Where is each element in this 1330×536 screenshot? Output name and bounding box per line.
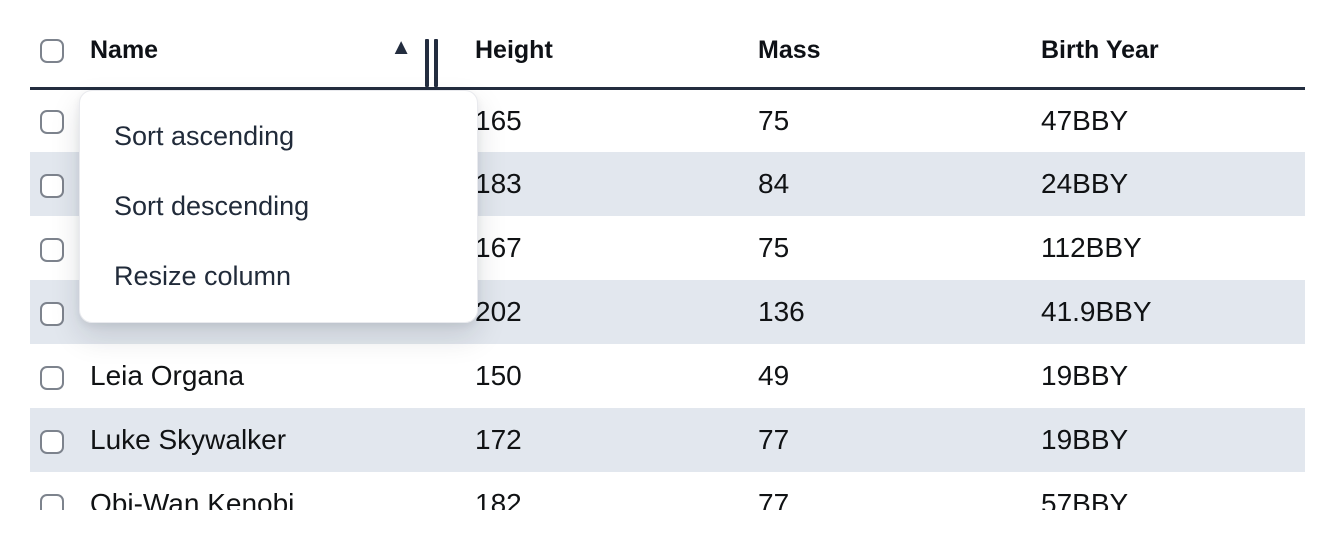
cell-height: 150 — [475, 360, 522, 391]
column-header-height[interactable]: Height — [445, 0, 728, 90]
column-label-name: Name — [90, 35, 159, 64]
cell-height: 167 — [475, 232, 522, 263]
column-label-height: Height — [475, 35, 553, 64]
column-header-name[interactable]: Name ▲ — [80, 0, 445, 90]
column-label-mass: Mass — [758, 35, 821, 64]
resize-bar-icon — [434, 38, 438, 87]
cell-name: Obi-Wan Kenobi — [90, 488, 295, 510]
cell-birth-year: 19BBY — [1041, 360, 1129, 391]
menu-item-resize-column[interactable]: Resize column — [114, 261, 292, 292]
cell-name: Leia Organa — [90, 360, 245, 391]
row-select-cell — [30, 216, 80, 280]
column-header-mass[interactable]: Mass — [728, 0, 1011, 90]
table-row: Leia Organa 150 49 19BBY — [30, 344, 1305, 408]
cell-mass: 77 — [758, 488, 790, 510]
column-label-birth-year: Birth Year — [1041, 35, 1159, 64]
table-row: 167 75 112BBY — [30, 216, 1305, 280]
cell-birth-year: 57BBY — [1041, 488, 1129, 510]
cell-birth-year: 24BBY — [1041, 168, 1129, 199]
row-select-cell — [30, 280, 80, 344]
row-checkbox[interactable] — [40, 365, 64, 390]
cell-mass: 75 — [758, 104, 790, 136]
cell-height: 165 — [475, 104, 522, 136]
cell-height: 183 — [475, 168, 522, 199]
table-row: 165 75 47BBY — [30, 88, 1305, 152]
sort-ascending-icon: ▲ — [390, 34, 412, 59]
row-checkbox[interactable] — [40, 429, 64, 454]
row-checkbox[interactable] — [40, 110, 64, 135]
column-context-menu: Sort ascending Sort descending Resize co… — [79, 90, 478, 323]
table-row: Luke Skywalker 172 77 19BBY — [30, 408, 1305, 472]
row-select-cell — [30, 472, 80, 510]
column-header-birth-year[interactable]: Birth Year — [1011, 0, 1305, 90]
cell-height: 182 — [475, 488, 522, 510]
row-checkbox[interactable] — [40, 301, 64, 326]
cell-mass: 84 — [758, 168, 790, 199]
cell-birth-year: 47BBY — [1041, 104, 1129, 136]
row-select-cell — [30, 88, 80, 152]
row-select-cell — [30, 408, 80, 472]
cell-mass: 136 — [758, 296, 805, 327]
column-resize-handle[interactable] — [425, 38, 438, 87]
row-checkbox[interactable] — [40, 493, 64, 510]
select-all-checkbox[interactable] — [40, 39, 64, 64]
table-row: Obi-Wan Kenobi 182 77 57BBY — [30, 472, 1305, 510]
row-select-cell — [30, 152, 80, 216]
cell-height: 172 — [475, 424, 522, 455]
cell-mass: 77 — [758, 424, 790, 455]
header-select-cell — [30, 0, 80, 90]
cell-birth-year: 41.9BBY — [1041, 296, 1152, 327]
menu-item-sort-descending[interactable]: Sort descending — [114, 190, 310, 221]
row-checkbox[interactable] — [40, 237, 64, 262]
table-header: Name ▲ Height Mass Birth Year — [30, 0, 1305, 90]
cell-height: 202 — [475, 296, 522, 327]
header-row: Name ▲ Height Mass Birth Year — [30, 0, 1305, 90]
resize-bar-icon — [425, 38, 429, 87]
menu-item-sort-ascending[interactable]: Sort ascending — [114, 120, 295, 151]
row-checkbox[interactable] — [40, 173, 64, 198]
cell-mass: 49 — [758, 360, 790, 391]
cell-birth-year: 112BBY — [1041, 232, 1142, 263]
cell-name: Luke Skywalker — [90, 424, 287, 455]
row-select-cell — [30, 344, 80, 408]
cell-birth-year: 19BBY — [1041, 424, 1129, 455]
cell-mass: 75 — [758, 232, 790, 263]
